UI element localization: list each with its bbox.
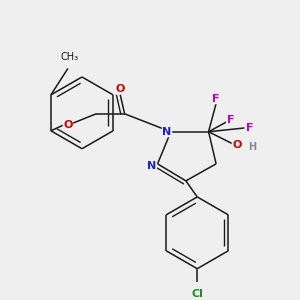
Text: H: H [248,142,256,152]
Text: N: N [162,127,172,137]
Text: O: O [232,140,242,150]
Text: O: O [63,120,73,130]
Text: F: F [246,123,254,133]
Text: N: N [147,161,157,171]
Text: Cl: Cl [191,290,203,299]
Text: F: F [212,94,220,104]
Text: CH₃: CH₃ [61,52,79,62]
Text: F: F [226,116,234,125]
Text: O: O [115,84,124,94]
